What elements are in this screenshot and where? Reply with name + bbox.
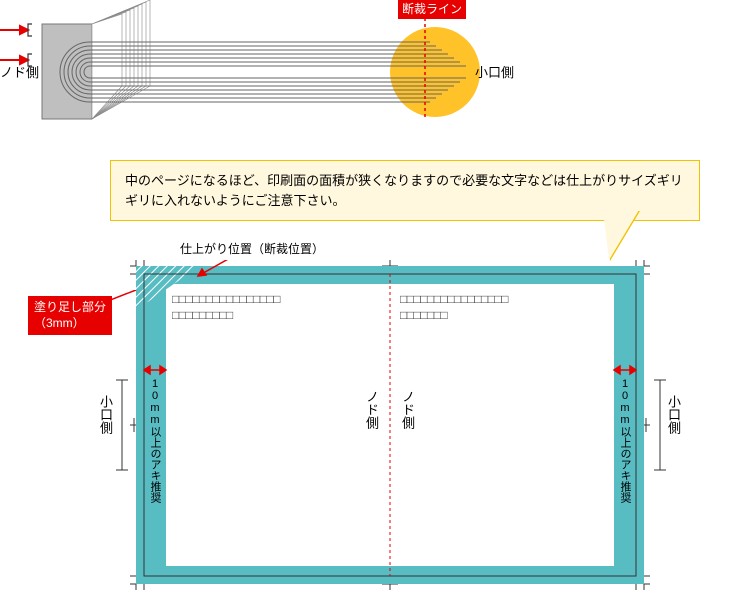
callout-text: 中のページになるほど、印刷面の面積が狭くなりますので必要な文字などは仕上がりサイ… <box>125 173 683 208</box>
spread-diagram: □□□□□□□□□□□□□□□□ □□□□□□□□□ □□□□□□□□□□□□□… <box>130 260 650 590</box>
margin-text-right: 10mm以上のアキ推奨 <box>617 378 633 503</box>
outer-ticks-right <box>652 260 666 590</box>
placeholder-right: □□□□□□□□□□□□□□□□ □□□□□□□ <box>400 292 508 323</box>
koguchi-right: 小口側 <box>664 395 683 434</box>
trim-line-label: 断裁ライン <box>398 0 466 19</box>
nodo-label: ノド側 <box>0 62 39 81</box>
nodo-left: ノド側 <box>362 390 381 429</box>
margin-text-left: 10mm以上のアキ推奨 <box>147 378 163 503</box>
koguchi-left: 小口側 <box>96 395 115 434</box>
callout-tail <box>603 210 639 260</box>
signature-diagram: ノド側 小口側 断裁ライン <box>0 0 520 130</box>
koguchi-label: 小口側 <box>475 62 514 81</box>
callout-box: 中のページになるほど、印刷面の面積が狭くなりますので必要な文字などは仕上がりサイ… <box>110 160 700 221</box>
nodo-right: ノド側 <box>398 390 417 429</box>
placeholder-left: □□□□□□□□□□□□□□□□ □□□□□□□□□ <box>172 292 280 323</box>
finish-position-label: 仕上がり位置（断裁位置） <box>180 240 324 257</box>
bleed-label-line <box>100 290 140 310</box>
